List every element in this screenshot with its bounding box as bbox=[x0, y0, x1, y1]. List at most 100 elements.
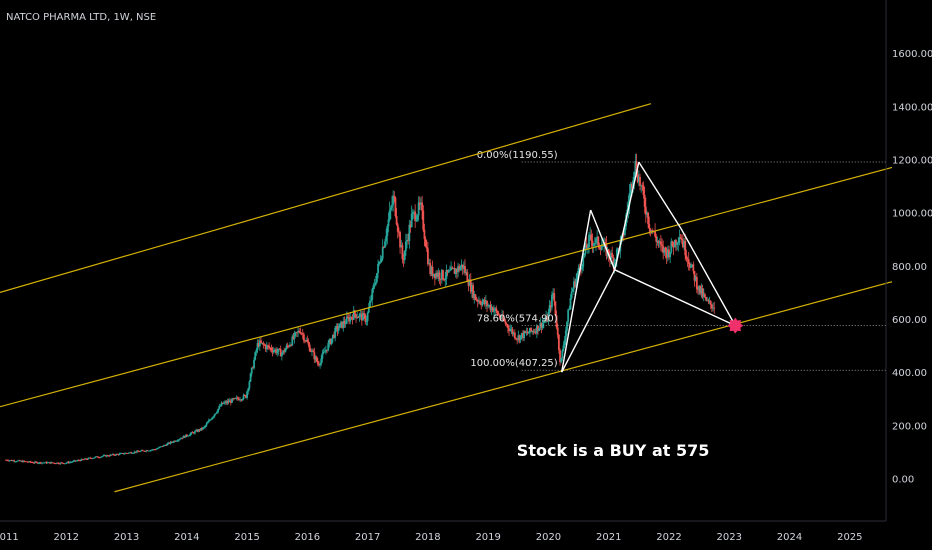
candle-body bbox=[662, 246, 665, 253]
candle-body bbox=[635, 161, 638, 175]
candle-body bbox=[71, 461, 73, 463]
candle-body bbox=[581, 266, 583, 270]
candle-body bbox=[20, 460, 22, 462]
time-axis[interactable]: 2011 2012 2013 2014 2015 2016 2017 2018 2019 2020… bbox=[0, 532, 863, 543]
candle-body bbox=[583, 253, 586, 255]
candle-body bbox=[44, 462, 47, 463]
price-tick-label: 400.00 bbox=[892, 368, 927, 379]
candle-body bbox=[590, 234, 593, 241]
candle-body bbox=[228, 400, 231, 403]
candle-body bbox=[369, 300, 371, 308]
candle-body bbox=[327, 343, 330, 351]
candle-body bbox=[519, 335, 522, 341]
candle-body bbox=[136, 450, 138, 453]
candle-body bbox=[118, 453, 121, 455]
candle-body bbox=[570, 291, 573, 299]
candle-body bbox=[182, 436, 185, 439]
fib-layer: 0.00%(1190.55) 78.60%(574.90) 100.00%(407.… bbox=[470, 150, 886, 371]
candle-body bbox=[41, 462, 43, 464]
candle-body bbox=[646, 212, 648, 215]
candle-body bbox=[321, 353, 324, 359]
candle-body bbox=[134, 451, 137, 453]
buy-annotation: Stock is a BUY at 575 bbox=[517, 441, 710, 460]
candle-body bbox=[567, 309, 570, 322]
candle-body bbox=[80, 459, 83, 461]
candle-body bbox=[648, 224, 651, 229]
candle-body bbox=[318, 363, 320, 366]
candle-body bbox=[81, 459, 84, 460]
candle-body bbox=[349, 316, 352, 322]
price-axis[interactable]: 0.00 200.00 400.00 600.00 800.00 1000.00 1200.… bbox=[892, 49, 932, 485]
candle-body bbox=[445, 269, 448, 279]
candle-body bbox=[125, 453, 128, 454]
candle-body bbox=[166, 443, 169, 446]
candle-body bbox=[422, 210, 425, 230]
candle-body bbox=[414, 211, 417, 222]
candle-body bbox=[267, 345, 269, 347]
candle-body bbox=[124, 453, 127, 454]
candle-body bbox=[486, 301, 488, 307]
candle-body bbox=[275, 349, 277, 354]
candle-body bbox=[555, 315, 558, 328]
candle-body bbox=[643, 194, 646, 207]
candle-body bbox=[109, 454, 112, 456]
candle-body bbox=[373, 284, 376, 286]
candle-body bbox=[226, 401, 229, 404]
candle-body bbox=[404, 241, 407, 251]
pattern-line bbox=[561, 269, 616, 373]
candle-body bbox=[6, 459, 9, 461]
candle-body bbox=[110, 454, 113, 456]
candle-body bbox=[591, 240, 594, 246]
candle-body bbox=[351, 317, 354, 320]
candle-body bbox=[158, 447, 160, 449]
candle-body bbox=[35, 461, 38, 463]
candle-body bbox=[331, 334, 334, 339]
candle-body bbox=[421, 202, 424, 211]
candle-body bbox=[290, 344, 293, 346]
time-tick-label: 2011 bbox=[0, 532, 19, 543]
candle-body bbox=[245, 395, 247, 398]
candle-body bbox=[586, 247, 589, 249]
candle-body bbox=[239, 399, 242, 401]
candle-body bbox=[59, 462, 62, 464]
candle-body bbox=[284, 349, 287, 353]
candle-body bbox=[181, 438, 184, 440]
candle-body bbox=[276, 351, 279, 354]
candle-body bbox=[366, 312, 369, 322]
candle-body bbox=[398, 231, 400, 233]
candle-body bbox=[25, 461, 28, 463]
candle-body bbox=[73, 460, 76, 462]
candle-body bbox=[263, 344, 266, 346]
candle-body bbox=[546, 316, 549, 322]
candle-body bbox=[699, 285, 702, 294]
pattern-line bbox=[638, 161, 682, 229]
price-tick-label: 1200.00 bbox=[892, 155, 932, 166]
candle-body bbox=[256, 342, 259, 350]
candle-body bbox=[592, 243, 595, 246]
candle-body bbox=[144, 451, 146, 452]
candle-body bbox=[424, 238, 427, 247]
candle-body bbox=[289, 344, 291, 347]
candle-body bbox=[254, 352, 257, 360]
candle-body bbox=[328, 339, 331, 344]
candle-body bbox=[675, 240, 677, 245]
candle-body bbox=[537, 325, 539, 331]
candle-body bbox=[111, 454, 114, 455]
time-tick-label: 2012 bbox=[54, 532, 79, 543]
candle-body bbox=[234, 398, 237, 399]
candle-body bbox=[21, 460, 24, 463]
candle-body bbox=[313, 351, 316, 360]
candle-body bbox=[403, 250, 406, 260]
candle-body bbox=[409, 224, 412, 228]
candle-body bbox=[219, 405, 222, 407]
candle-body bbox=[315, 356, 318, 362]
candle-body bbox=[576, 273, 579, 279]
candle-body bbox=[178, 439, 181, 440]
candle-body bbox=[283, 350, 286, 353]
candle-body bbox=[17, 460, 20, 462]
candle-body bbox=[50, 462, 53, 464]
candle-body bbox=[490, 307, 493, 311]
candle-body bbox=[232, 398, 235, 400]
candle-body bbox=[277, 348, 280, 352]
